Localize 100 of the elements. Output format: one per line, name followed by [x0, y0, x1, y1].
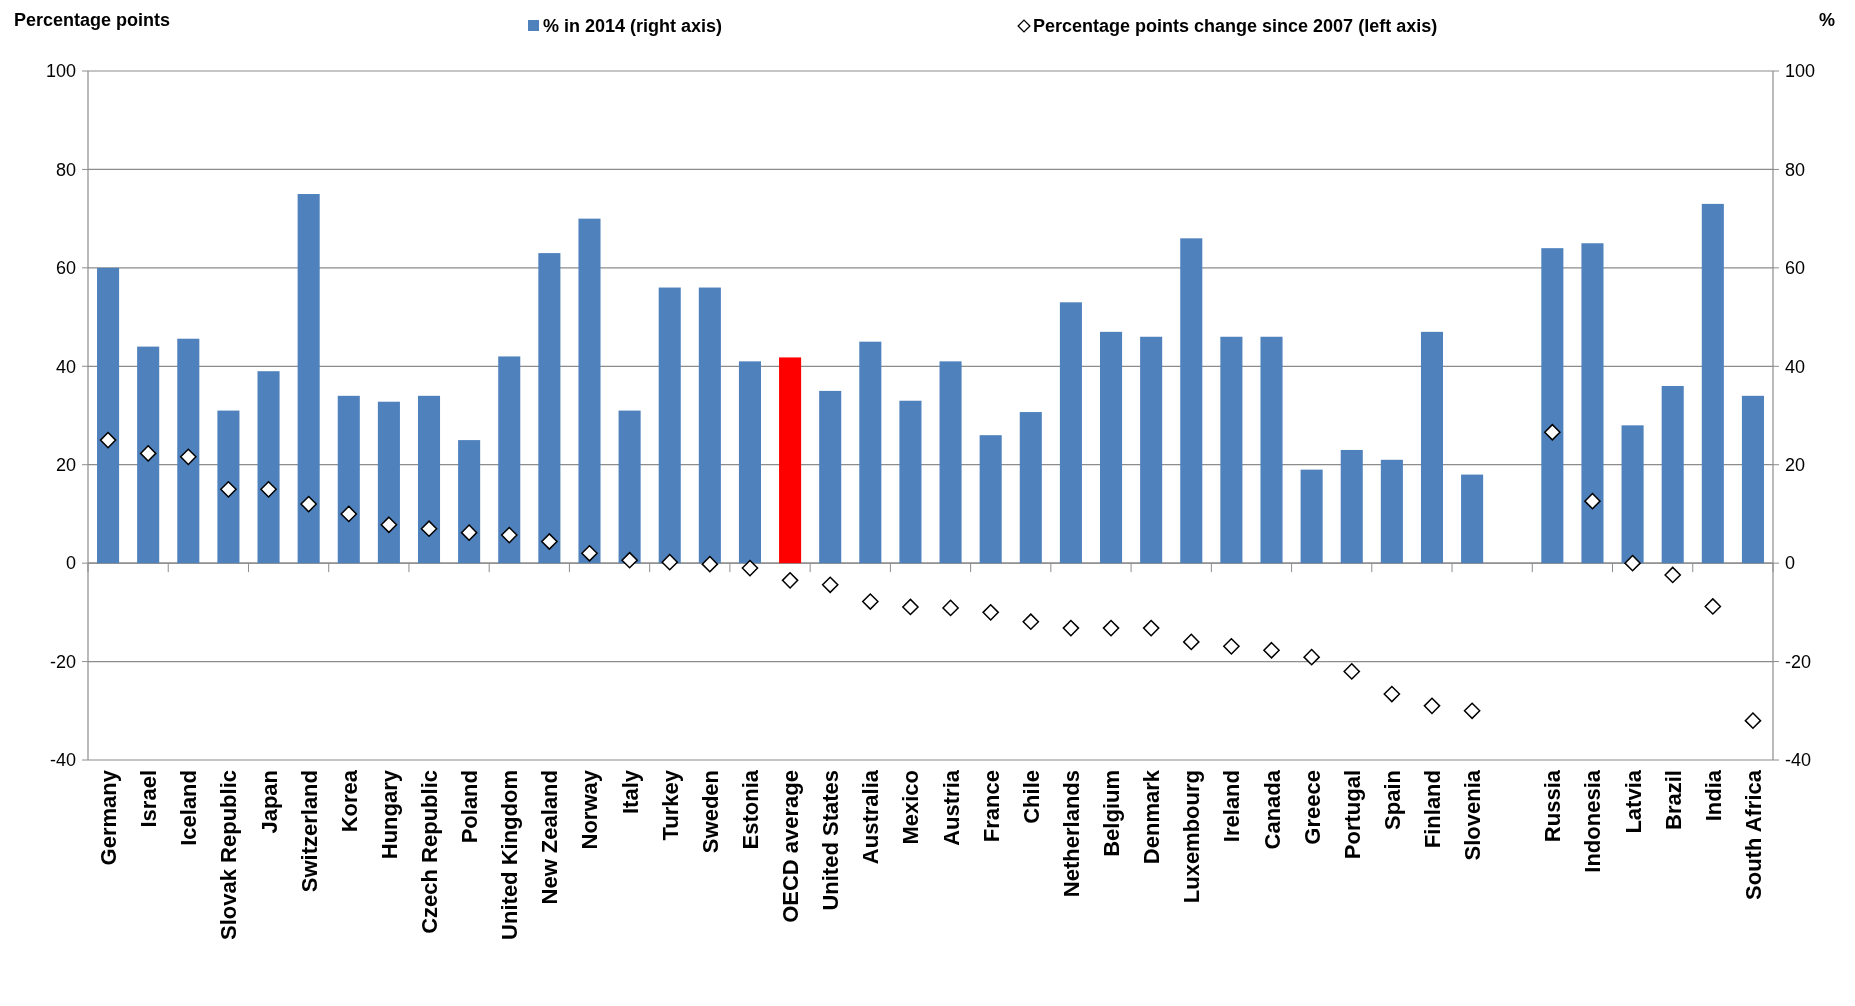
x-tick-label: Finland [1419, 770, 1445, 849]
bar [899, 400, 922, 564]
x-tick-label: Denmark [1139, 769, 1165, 865]
bar [1260, 336, 1283, 564]
point [340, 505, 358, 523]
y-tick-label: 100 [45, 61, 76, 82]
x-tick-label: Slovak Republic [216, 770, 242, 940]
x-tick-label: Ireland [1219, 770, 1245, 843]
point [220, 480, 237, 498]
point [1223, 637, 1240, 655]
x-tick-label: Iceland [176, 770, 202, 846]
x-tick-label: Indonesia [1580, 769, 1606, 873]
bar [1741, 395, 1764, 564]
x-tick-label: Italy [617, 769, 643, 815]
x-tick-label: Portugal [1339, 770, 1365, 860]
x-tick-label: Greece [1299, 770, 1325, 845]
point [1744, 712, 1762, 729]
bar [458, 440, 481, 564]
bar [137, 346, 160, 564]
y2-tick-label: -20 [1785, 651, 1812, 672]
bar [819, 390, 842, 564]
point [139, 445, 157, 462]
y-tick-label: 60 [55, 258, 76, 279]
bar [1300, 469, 1323, 564]
y-tick-label: 0 [65, 553, 76, 574]
x-tick-label: Austria [938, 769, 964, 846]
x-tick-label: Israel [136, 770, 162, 828]
x-tick-label: Norway [577, 769, 603, 850]
bar [859, 341, 882, 564]
point [581, 544, 598, 562]
x-tick-label: United Kingdom [497, 770, 523, 940]
y2-tick-label: 0 [1785, 553, 1796, 574]
point [1704, 598, 1722, 615]
bar [97, 267, 120, 564]
x-tick-label: United States [818, 770, 844, 911]
y2-tick-label: 40 [1785, 356, 1806, 377]
bar [618, 410, 641, 564]
bar [538, 253, 561, 564]
bar [1461, 474, 1484, 564]
x-tick-label: Hungary [376, 769, 402, 860]
y-tick-label: 80 [55, 159, 76, 180]
point [1303, 648, 1320, 666]
bar [297, 194, 320, 564]
y2-tick-label: 100 [1785, 61, 1816, 82]
x-tick-label: Luxembourg [1179, 770, 1205, 904]
x-tick-label: Russia [1540, 769, 1566, 843]
y2-tick-label: 60 [1785, 258, 1806, 279]
point [1584, 492, 1601, 510]
y2-tick-label: -40 [1785, 750, 1812, 771]
point [781, 572, 799, 589]
x-tick-label: India [1700, 769, 1726, 822]
bar [1140, 336, 1163, 564]
point [1383, 685, 1401, 703]
x-tick-label: Belgium [1099, 770, 1125, 857]
bar [1661, 385, 1684, 564]
point [1664, 566, 1682, 584]
x-tick-label: Switzerland [296, 770, 322, 893]
legend-label: % in 2014 (right axis) [543, 16, 723, 36]
x-tick-label: Japan [256, 770, 282, 834]
x-tick-label: Turkey [657, 769, 683, 841]
bar [498, 356, 521, 564]
bar [738, 361, 761, 564]
bar [1621, 425, 1644, 564]
bar [177, 338, 200, 564]
x-tick-label: Czech Republic [417, 770, 443, 934]
bar [658, 287, 681, 564]
point [861, 593, 879, 610]
bar [1019, 412, 1042, 564]
legend-label: Percentage points change since 2007 (left axis) [1033, 16, 1438, 36]
point [1102, 619, 1120, 637]
bar [217, 410, 240, 564]
bar [939, 361, 962, 564]
bar [1059, 302, 1082, 564]
point [300, 495, 317, 513]
point [1062, 619, 1080, 637]
bar [1100, 331, 1123, 564]
point [1624, 554, 1641, 572]
x-tick-label: Poland [457, 770, 483, 844]
bar [979, 435, 1002, 564]
x-tick-label: Spain [1379, 770, 1405, 830]
x-tick-label: Netherlands [1058, 770, 1084, 898]
point [1142, 619, 1160, 637]
x-tick-label: Canada [1259, 769, 1285, 850]
point [1463, 702, 1481, 720]
x-tick-label: Chile [1018, 770, 1044, 824]
y-tick-label: -20 [49, 651, 76, 672]
y-tick-label: -40 [49, 750, 76, 771]
bar [1541, 248, 1564, 564]
bar [1220, 336, 1243, 564]
bar [1420, 331, 1444, 564]
point [982, 604, 1000, 621]
point [1022, 613, 1040, 631]
point [179, 448, 197, 466]
x-tick-label: Estonia [737, 769, 763, 850]
x-tick-label: Korea [336, 769, 362, 833]
bar [377, 401, 400, 564]
point [1182, 633, 1200, 651]
point [380, 516, 398, 534]
bar [1180, 238, 1203, 564]
y-tick-label: 40 [55, 356, 76, 377]
